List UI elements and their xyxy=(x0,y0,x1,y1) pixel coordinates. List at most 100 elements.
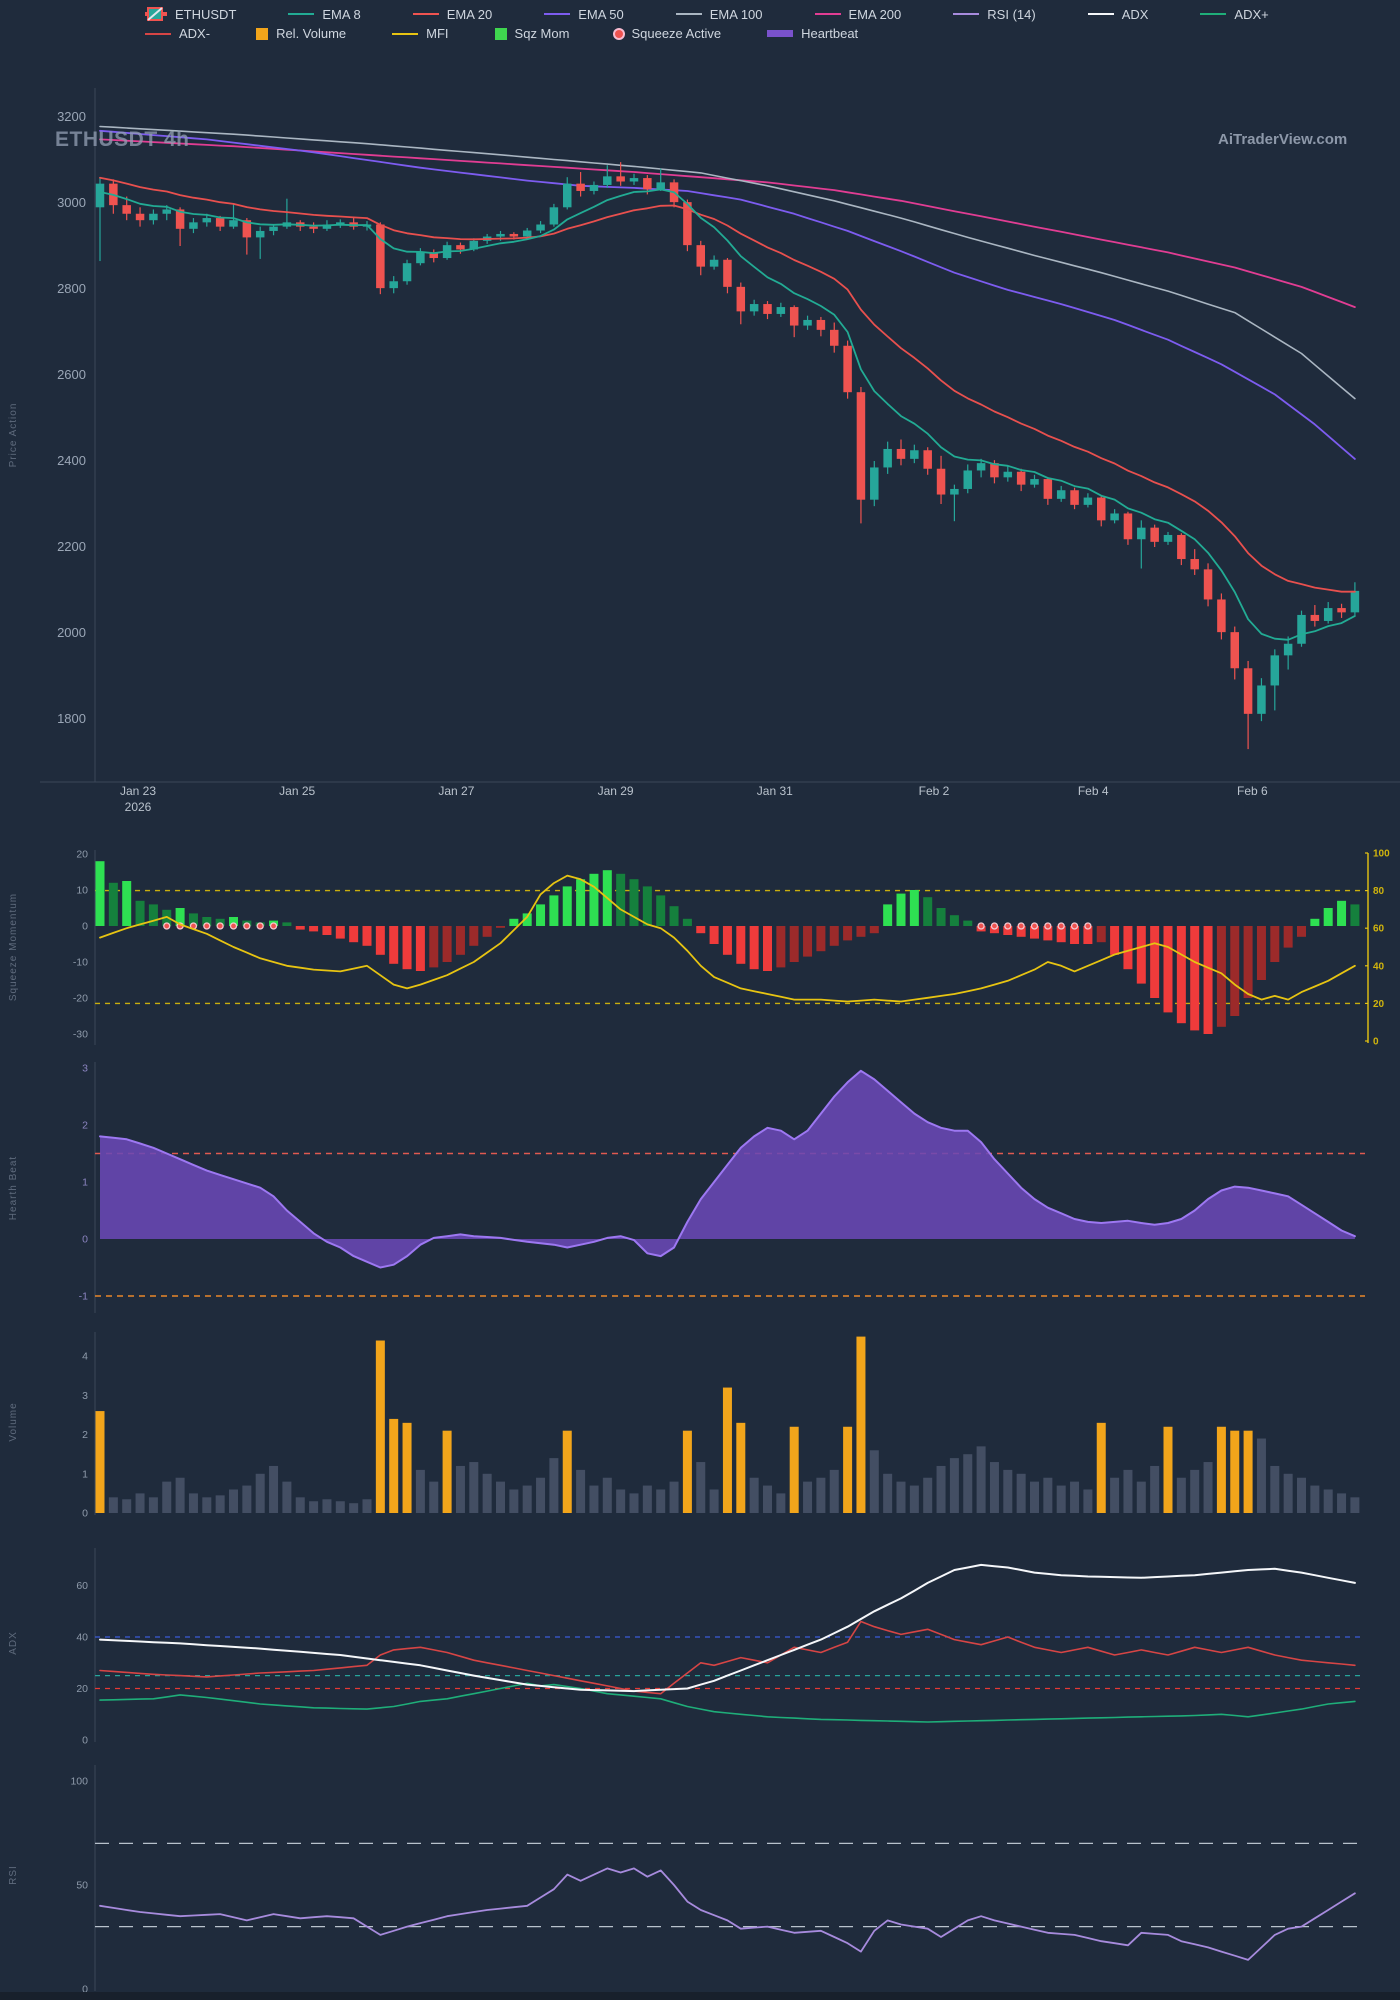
candle-body xyxy=(603,176,612,185)
squeeze-momentum-bar xyxy=(1136,926,1146,984)
squeeze-dots xyxy=(163,922,1092,930)
legend-label-adx: ADX xyxy=(1121,6,1149,22)
legend-label-ema50: EMA 50 xyxy=(578,6,624,22)
volume-panel[interactable] xyxy=(95,1336,1360,1513)
candle-body xyxy=(1270,655,1280,686)
volume-bar xyxy=(108,1497,118,1513)
legend-item-relvolume[interactable]: Rel. Volume xyxy=(256,26,346,41)
squeeze-momentum-bar xyxy=(829,926,839,946)
candle-body xyxy=(696,245,705,267)
candle-body xyxy=(429,252,438,259)
squeeze-panel[interactable] xyxy=(95,861,1365,1034)
squeeze-momentum-bar xyxy=(375,926,385,955)
volume-bar xyxy=(1056,1485,1066,1513)
squeeze-active-dot xyxy=(163,922,171,930)
squeeze-momentum-bar xyxy=(309,926,319,932)
adx-swatch-icon xyxy=(1087,13,1114,15)
volume-bar xyxy=(1337,1493,1347,1513)
volume-bar xyxy=(1163,1426,1173,1513)
legend-item-rsi14[interactable]: RSI (14) xyxy=(953,7,1036,22)
squeeze-momentum-bar xyxy=(389,926,399,964)
volume-bar xyxy=(496,1481,505,1513)
squeeze-active-dot xyxy=(229,922,238,930)
legend-item-squeezeactive[interactable]: Squeeze Active xyxy=(615,26,721,41)
candle-body xyxy=(723,259,732,287)
legend-item-ema8[interactable]: EMA 8 xyxy=(288,7,361,22)
volume-bar xyxy=(1350,1497,1360,1513)
volume-bar xyxy=(295,1497,305,1513)
legend-item-ethusdt[interactable]: ETHUSDT xyxy=(145,6,236,22)
volume-bar xyxy=(949,1458,959,1513)
legend-label-ethusdt: ETHUSDT xyxy=(175,6,237,22)
ema8-line xyxy=(99,188,1356,641)
legend-item-ema100[interactable]: EMA 100 xyxy=(675,7,763,22)
candle-body xyxy=(162,209,171,214)
volume-bar xyxy=(509,1489,519,1513)
legend-item-mfi[interactable]: MFI xyxy=(392,26,449,41)
candle-body xyxy=(843,345,852,393)
squeeze-momentum-bar xyxy=(429,926,439,968)
candle-body xyxy=(1163,534,1173,542)
rsi-panel[interactable] xyxy=(95,1842,1365,1961)
candle-body xyxy=(963,470,972,489)
squeeze-momentum-bar xyxy=(1030,926,1039,939)
volume-bar xyxy=(1043,1477,1053,1513)
panel-axis-title: Price Action xyxy=(8,403,19,468)
volume-bar xyxy=(1070,1481,1080,1513)
candle-body xyxy=(1297,614,1306,644)
legend-item-adxplus[interactable]: ADX+ xyxy=(1200,7,1269,22)
legend-label-mfi: MFI xyxy=(426,26,449,41)
svg-text:100: 100 xyxy=(70,1776,88,1788)
rsi-bands xyxy=(95,1842,1365,1928)
legend-item-ema200[interactable]: EMA 200 xyxy=(814,7,901,22)
candle-body xyxy=(896,448,906,459)
squeeze-momentum-bar xyxy=(95,861,105,926)
volume-bar xyxy=(229,1489,238,1513)
candle-body xyxy=(189,222,198,229)
legend-item-ema20[interactable]: EMA 20 xyxy=(412,6,493,22)
legend-item-sqzmom[interactable]: Sqz Mom xyxy=(494,26,569,41)
candle-body xyxy=(1350,590,1360,613)
volume-bar xyxy=(856,1336,866,1513)
adx-panel[interactable] xyxy=(95,1563,1365,1723)
volume-bar xyxy=(335,1501,345,1513)
panel-axis-title: Volume xyxy=(8,1402,19,1441)
svg-text:2: 2 xyxy=(82,1120,88,1132)
candle-body xyxy=(1016,471,1026,485)
legend-item-adx[interactable]: ADX xyxy=(1087,6,1149,22)
candle-body xyxy=(1043,479,1053,499)
squeeze-momentum-bar xyxy=(1150,926,1160,998)
volume-bar xyxy=(162,1481,172,1513)
volume-bar xyxy=(963,1454,973,1513)
squeeze-active-dot xyxy=(1044,922,1052,930)
volume-bar xyxy=(829,1469,839,1513)
svg-text:2026: 2026 xyxy=(125,800,152,814)
ema20-swatch-icon xyxy=(412,13,439,15)
price-panel[interactable] xyxy=(95,125,1360,750)
squeeze-left-axis: 20 10 0 -10 -20 -30 xyxy=(73,849,88,1041)
volume-bar xyxy=(1190,1469,1200,1513)
candlestick-icon xyxy=(145,7,167,21)
svg-text:2200: 2200 xyxy=(57,539,86,554)
adx-bands xyxy=(95,1636,1365,1690)
candle-body xyxy=(336,222,345,225)
heartbeat-panel[interactable] xyxy=(95,1069,1365,1297)
heartbeat-swatch-icon xyxy=(767,30,794,37)
legend-item-ema50[interactable]: EMA 50 xyxy=(544,7,624,22)
candle-body xyxy=(135,213,145,221)
svg-text:Jan 23: Jan 23 xyxy=(120,784,156,798)
candle-body xyxy=(1203,569,1213,600)
legend-label-squeezeactive: Squeeze Active xyxy=(631,26,722,41)
legend-label-ema20: EMA 20 xyxy=(446,6,493,22)
volume-bar xyxy=(976,1446,986,1513)
legend-item-adxminus[interactable]: ADX- xyxy=(145,26,210,41)
candle-body xyxy=(830,329,839,346)
volume-bar xyxy=(1216,1426,1226,1513)
candle-body xyxy=(1150,527,1159,542)
volume-bar xyxy=(1096,1422,1106,1513)
volume-bar xyxy=(896,1481,906,1513)
squeeze-active-dot xyxy=(243,922,251,930)
legend-item-heartbeat[interactable]: Heartbeat xyxy=(767,26,858,41)
